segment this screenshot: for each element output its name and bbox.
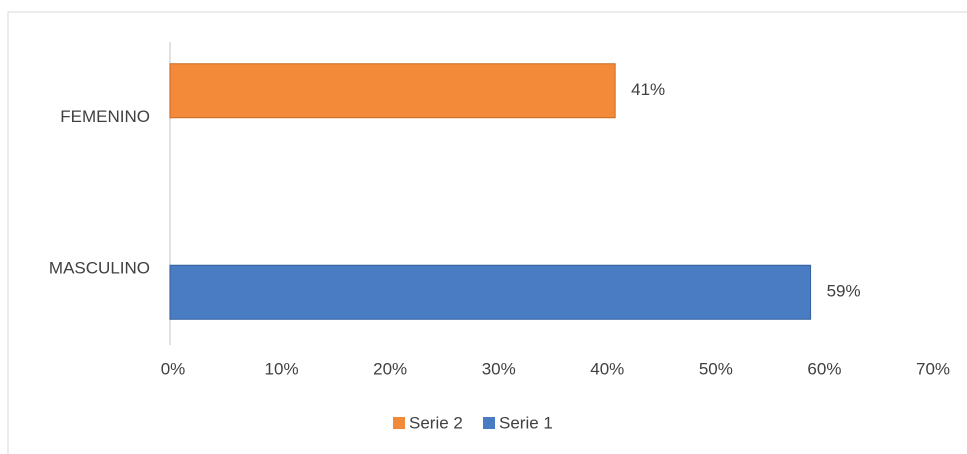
y-tick-label: FEMENINO: [60, 107, 150, 126]
legend-swatch: [393, 417, 405, 429]
x-tick-label: 60%: [807, 359, 841, 378]
bar: [169, 264, 812, 320]
x-tick-label: 50%: [699, 359, 733, 378]
legend-swatch: [483, 417, 495, 429]
legend-label: Serie 2: [409, 413, 463, 432]
x-tick-label: 30%: [482, 359, 516, 378]
y-tick-label: MASCULINO: [49, 259, 150, 278]
data-label: 59%: [827, 282, 861, 301]
bar: [169, 63, 616, 119]
x-tick-label: 20%: [373, 359, 407, 378]
x-tick-label: 40%: [590, 359, 624, 378]
chart-frame: [7, 11, 967, 454]
legend-label: Serie 1: [499, 413, 553, 432]
x-tick-label: 0%: [161, 359, 186, 378]
x-tick-label: 10%: [265, 359, 299, 378]
x-tick-label: 70%: [916, 359, 950, 378]
data-label: 41%: [631, 80, 665, 99]
